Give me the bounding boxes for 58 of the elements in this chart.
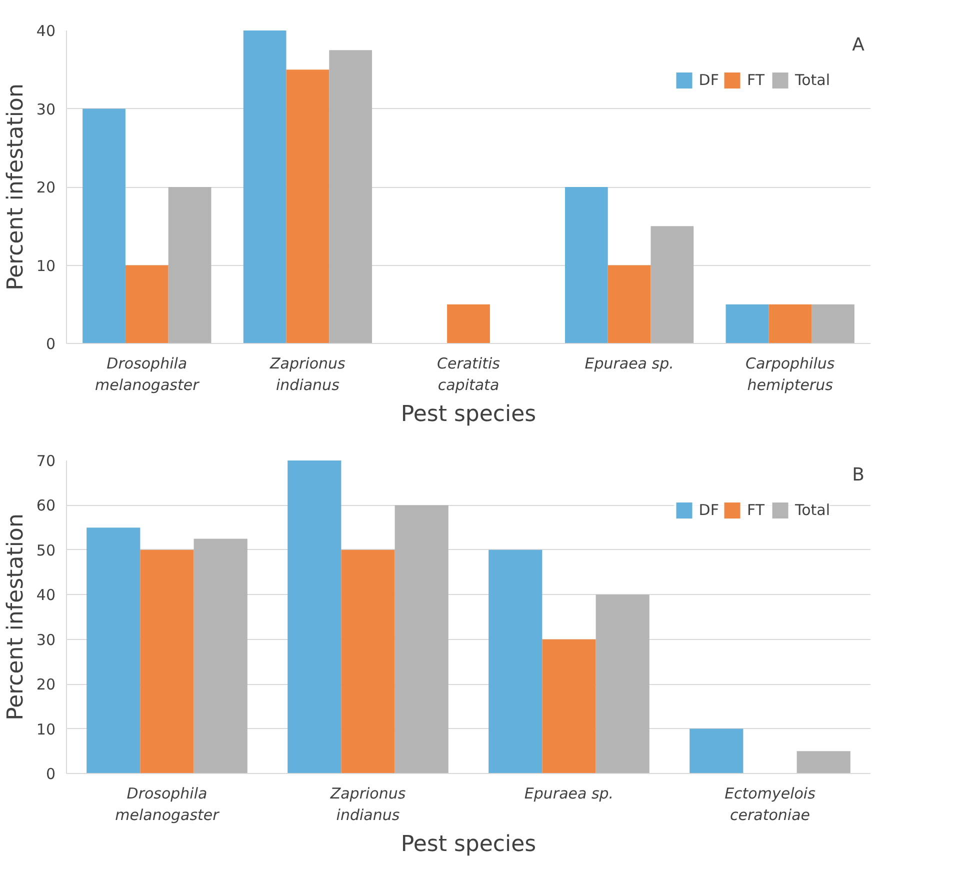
- x-tick-label: Epuraea sp.: [524, 784, 614, 802]
- y-tick-label: 50: [36, 541, 56, 560]
- y-tick-label: 0: [46, 765, 56, 783]
- bar: [329, 50, 372, 344]
- y-tick-label: 60: [36, 496, 56, 515]
- x-axis-title: Pest species: [400, 402, 536, 428]
- legend-label: FT: [746, 501, 766, 519]
- y-tick-label: 40: [36, 22, 56, 40]
- bar: [243, 30, 286, 344]
- x-tick-label: Carpophilus hemipterus: [745, 354, 835, 394]
- bar: [564, 187, 608, 344]
- bar: [82, 108, 126, 344]
- y-tick-label: 20: [36, 676, 56, 694]
- legend-label: Total: [794, 71, 830, 89]
- legend-label: Total: [794, 501, 830, 519]
- y-tick-label: 0: [46, 335, 56, 353]
- y-tick-label: 30: [36, 100, 56, 118]
- bar: [341, 550, 395, 774]
- bar: [796, 751, 850, 774]
- annotation: B: [852, 464, 865, 486]
- y-tick-label: 30: [36, 630, 56, 649]
- bar: [596, 594, 650, 774]
- x-tick-label: Ceratitis capitata: [437, 354, 500, 394]
- bar: [86, 528, 140, 774]
- bar: [650, 226, 694, 344]
- bar: [140, 550, 194, 774]
- y-axis-title: Percent infestation: [3, 84, 28, 290]
- bar: [726, 304, 769, 344]
- legend-label: FT: [746, 71, 766, 89]
- bar: [488, 550, 542, 774]
- x-tick-label: Zaprionus indianus: [269, 354, 346, 394]
- bar: [768, 304, 812, 344]
- y-tick-label: 40: [36, 586, 56, 604]
- bar: [394, 505, 448, 774]
- bar: [447, 304, 490, 344]
- legend-label: DF: [698, 71, 719, 89]
- bar: [812, 304, 854, 344]
- annotation: A: [852, 34, 866, 56]
- x-tick-label: Ectomyelois ceratoniae: [724, 784, 816, 824]
- y-tick-label: 10: [36, 720, 56, 738]
- y-tick-label: 20: [36, 178, 56, 196]
- bar: [288, 460, 342, 774]
- y-tick-label: 70: [36, 452, 56, 470]
- bar: [125, 265, 168, 344]
- legend-label: DF: [698, 501, 719, 519]
- bar: [690, 728, 744, 774]
- y-axis-title: Percent infestation: [3, 514, 28, 720]
- bar: [168, 187, 212, 344]
- bar: [286, 70, 330, 344]
- x-tick-label: Drosophila melanogaster: [95, 354, 200, 394]
- x-tick-label: Epuraea sp.: [584, 354, 674, 372]
- x-axis-title: Pest species: [400, 832, 536, 858]
- bar: [542, 639, 596, 774]
- bar: [608, 265, 651, 344]
- y-tick-label: 10: [36, 256, 56, 275]
- x-tick-label: Zaprionus indianus: [329, 784, 406, 824]
- x-tick-label: Drosophila melanogaster: [115, 784, 220, 824]
- bar: [194, 538, 248, 774]
